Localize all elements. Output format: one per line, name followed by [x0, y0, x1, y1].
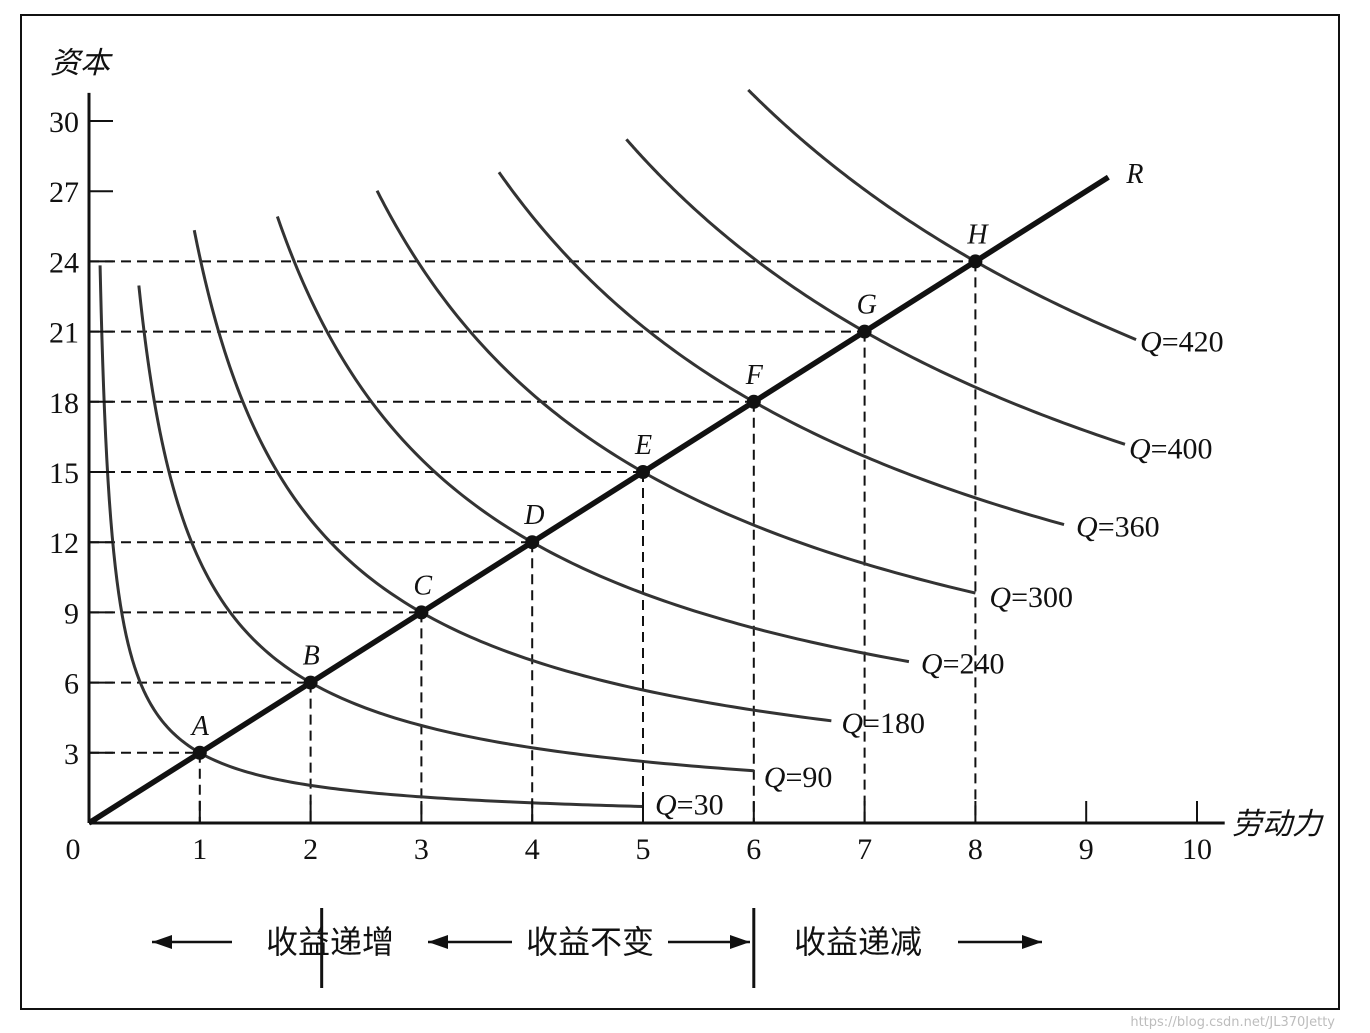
point-label-d: D [523, 500, 544, 531]
point-a [192, 745, 207, 760]
isoquant-label: Q=30 [655, 789, 724, 822]
x-tick-label: 10 [1182, 833, 1212, 866]
y-tick-label: 15 [49, 457, 79, 490]
isoquant-curve [747, 88, 1137, 341]
y-tick-label: 6 [64, 668, 79, 701]
region-label: 收益递减 [794, 924, 922, 960]
point-label-e: E [634, 430, 652, 461]
x-tick-label: 1 [192, 833, 207, 866]
point-label-a: A [190, 711, 210, 742]
expansion-path-line [87, 174, 1110, 826]
x-tick-label: 5 [636, 833, 651, 866]
region-arrow-right-head [730, 935, 750, 949]
point-g [857, 324, 872, 339]
y-axis-title: 资本 [50, 47, 113, 80]
point-b [303, 675, 318, 690]
point-label-g: G [857, 290, 877, 321]
x-axis-title: 劳动力 [1232, 808, 1324, 841]
point-e [636, 465, 650, 479]
isoquant-label: Q=400 [1129, 432, 1213, 465]
y-tick-label: 30 [49, 106, 79, 139]
isoquant-curve [375, 190, 976, 595]
isoquant-label: Q=240 [921, 648, 1005, 681]
isoquant-curve [98, 265, 644, 809]
point-label-h: H [966, 219, 989, 250]
point-c [414, 605, 429, 620]
x-tick-label: 9 [1079, 833, 1094, 866]
region-arrow-left-head [152, 935, 172, 949]
y-tick-label: 9 [64, 597, 79, 630]
watermark: https://blog.csdn.net/JL370Jetty [1130, 1015, 1335, 1030]
isoquant-label: Q=300 [989, 581, 1073, 614]
x-tick-label: 3 [414, 833, 429, 866]
y-tick-label: 3 [64, 738, 79, 771]
x-tick-label: 8 [968, 833, 983, 866]
isoquant-curve [625, 138, 1126, 446]
y-tick-label: 24 [49, 246, 79, 279]
region-arrow-right-head [1022, 935, 1042, 949]
region-label: 收益递增 [266, 924, 394, 960]
x-tick-label: 4 [525, 833, 540, 866]
point-label-c: C [413, 570, 432, 601]
x-tick-label: 6 [746, 833, 761, 866]
figure-frame [20, 14, 1340, 1010]
point-f [746, 394, 761, 409]
point-h [968, 254, 983, 269]
y-tick-label: 27 [49, 176, 79, 209]
point-label-b: B [303, 641, 320, 672]
point-d [525, 535, 540, 550]
x-tick-label: 2 [303, 833, 318, 866]
isoquant-label: Q=420 [1140, 326, 1224, 359]
isoquant-curve [192, 229, 832, 723]
origin-label: 0 [66, 833, 81, 866]
x-tick-label: 7 [857, 833, 872, 866]
y-tick-label: 18 [49, 387, 79, 420]
region-arrow-left-head [428, 935, 448, 949]
isoquant-label: Q=90 [764, 761, 833, 794]
y-tick-label: 21 [49, 317, 79, 350]
point-label-f: F [745, 360, 764, 391]
isoquant-curve [497, 171, 1065, 527]
isoquant-curve [275, 215, 910, 664]
isoquant-label: Q=180 [841, 707, 925, 740]
isoquant-label: Q=360 [1076, 511, 1160, 544]
region-label: 收益不变 [526, 924, 654, 960]
expansion-path-label: R [1125, 159, 1143, 190]
y-tick-label: 12 [49, 527, 79, 560]
isoquant-curve [137, 285, 754, 773]
